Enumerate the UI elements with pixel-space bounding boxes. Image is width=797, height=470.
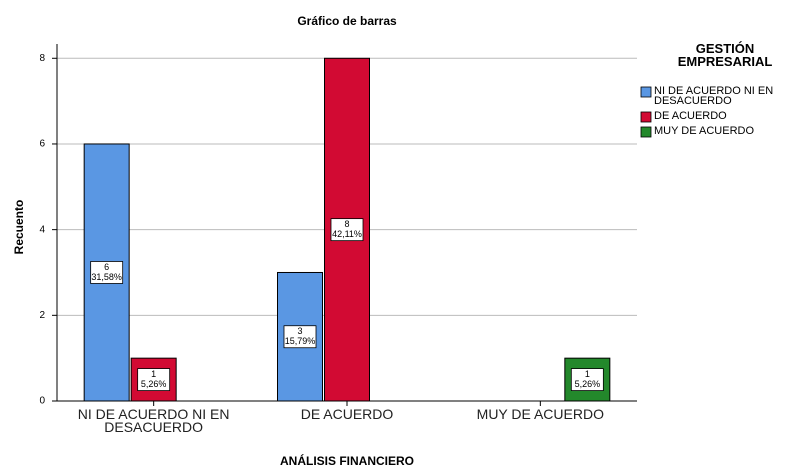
y-tick-label: 4 [39,224,45,235]
data-label-box [137,368,171,391]
data-label: 1 [151,369,156,379]
data-label-percent: 15,79% [285,336,316,346]
y-tick-label: 0 [39,396,45,407]
x-tick-label: DE ACUERDO [300,406,394,422]
data-label-box [283,325,317,349]
legend-label: NI DE ACUERDO NI EN DESACUERDO [654,85,774,107]
data-label-box [330,218,364,242]
data-label-percent: 31,58% [91,272,122,282]
x-tick-label: MUY DE ACUERDO [476,406,604,422]
data-label: 3 [297,326,302,336]
legend-swatch [640,86,652,98]
data-label-box [90,261,124,284]
chart-title: Gráfico de barras [297,14,397,28]
data-label-box [570,368,604,391]
data-label-percent: 5,26% [575,379,601,389]
data-label-percent: 5,26% [141,379,167,389]
legend-swatch [640,126,652,138]
legend-swatch [640,111,652,123]
y-tick-label: 2 [39,310,45,321]
legend-title: GESTIÓN EMPRESARIAL [677,41,773,69]
x-tick-label: NI DE ACUERDO NI EN DESACUERDO [77,406,230,435]
y-axis-title: Recuento [12,200,26,255]
data-label: 1 [585,369,590,379]
y-tick-label: 8 [39,53,45,64]
data-label: 8 [344,219,349,229]
x-axis-title: ANÁLISIS FINANCIERO [280,453,414,468]
legend-label: MUY DE ACUERDO [654,125,755,137]
y-tick-label: 6 [39,139,45,150]
legend-label: DE ACUERDO [654,110,727,122]
data-label-percent: 42,11% [332,229,362,239]
data-label: 6 [104,262,109,272]
